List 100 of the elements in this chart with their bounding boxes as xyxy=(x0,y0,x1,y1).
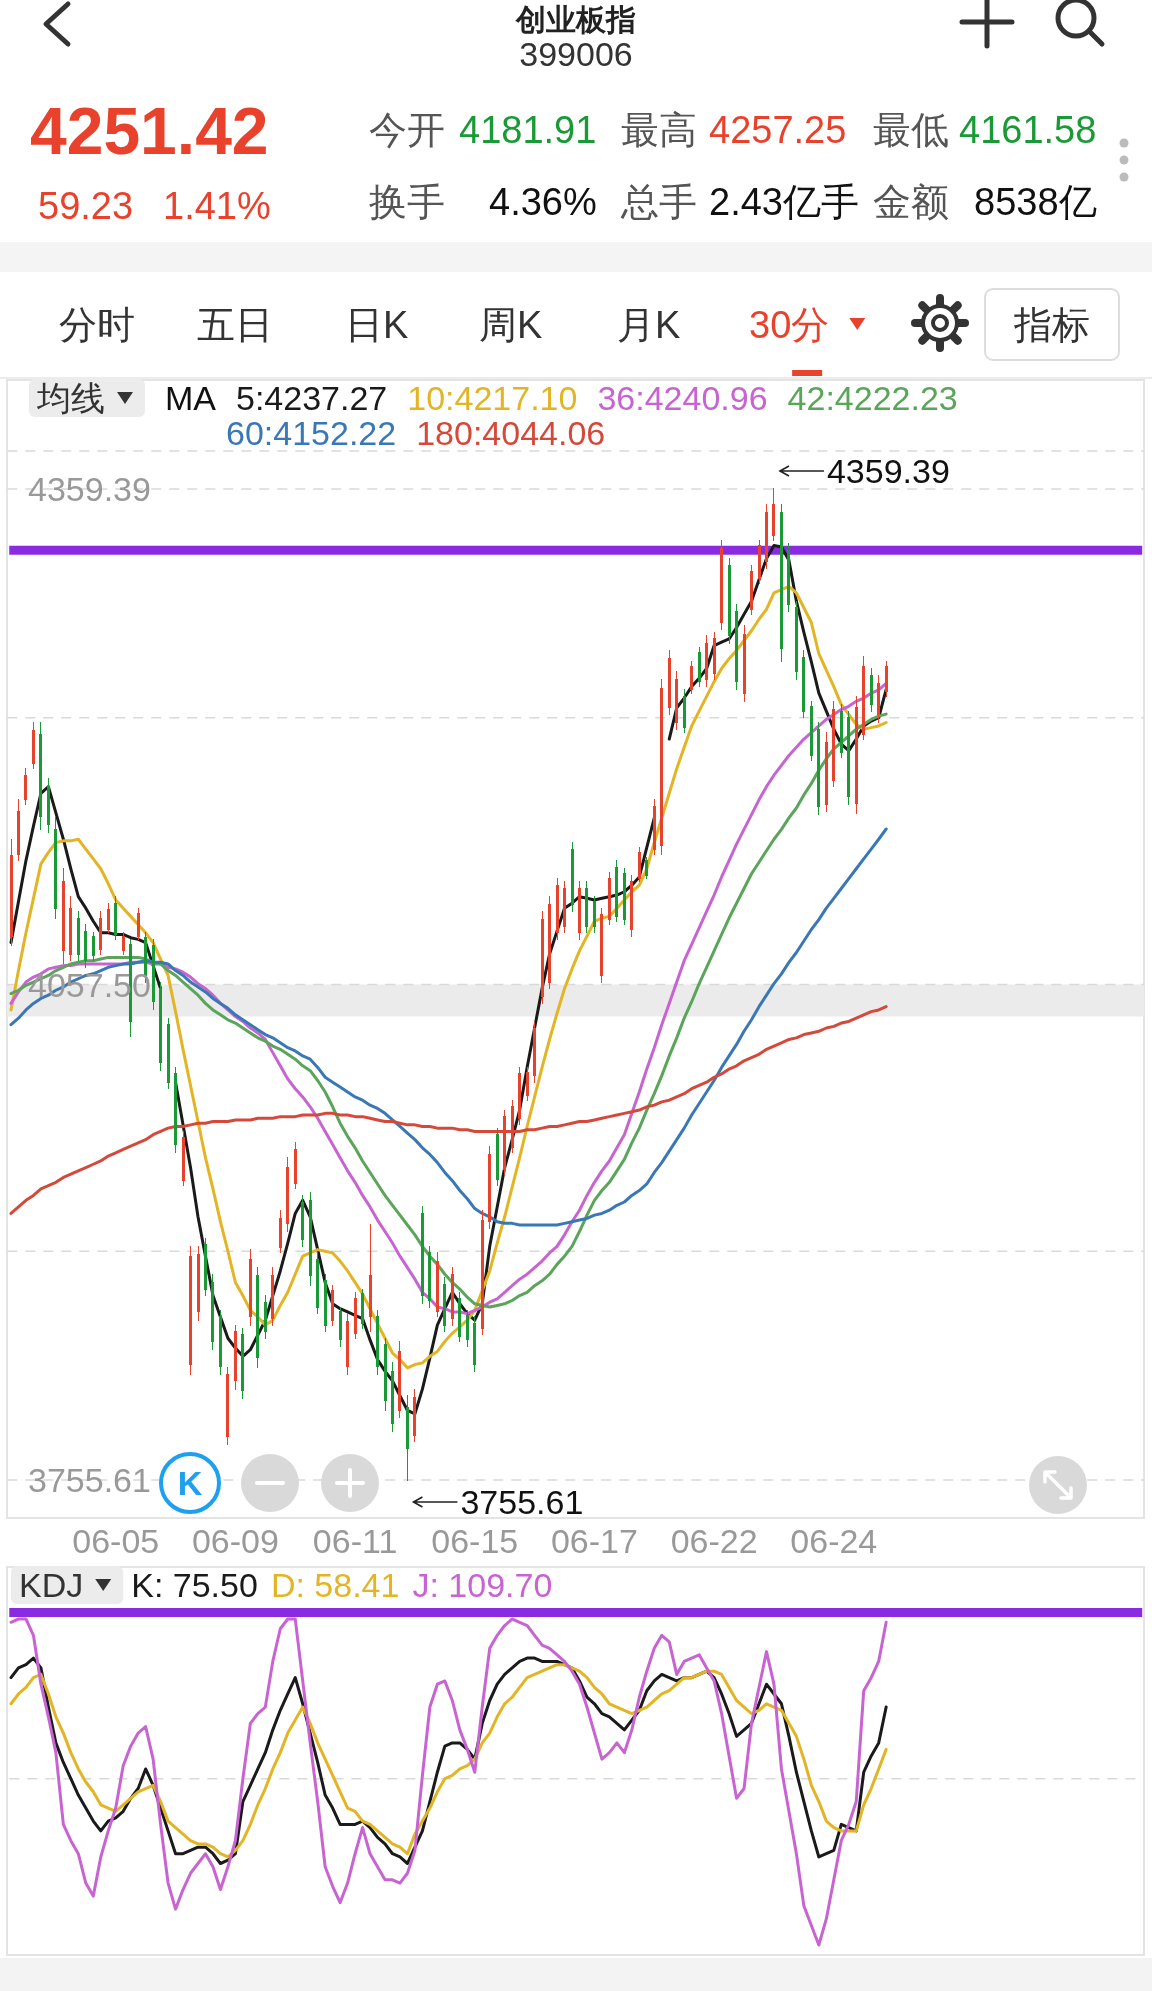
candlestick xyxy=(750,564,753,615)
candlestick xyxy=(234,1324,237,1390)
candlestick xyxy=(705,635,708,688)
text: 399006 xyxy=(519,35,633,73)
candlestick xyxy=(855,695,858,815)
text: 42:4222.23 xyxy=(787,379,958,417)
candlestick xyxy=(428,1245,431,1308)
text: 指标 xyxy=(1013,304,1090,346)
candlestick xyxy=(743,625,746,702)
candlestick xyxy=(496,1127,499,1187)
candlestick xyxy=(331,1285,334,1326)
text: 月K xyxy=(617,304,681,346)
legend-title: 均线 xyxy=(36,379,105,417)
candlestick xyxy=(563,881,566,934)
candlestick xyxy=(316,1252,319,1315)
x-tick-label: 06-22 xyxy=(670,1522,758,1560)
annotation: 4359.39 xyxy=(826,451,950,490)
text: 今开 xyxy=(369,109,445,151)
candlestick xyxy=(99,910,102,955)
line-series xyxy=(9,1005,888,1215)
candlestick xyxy=(197,1245,200,1321)
text: 1.41% xyxy=(163,185,271,227)
candlestick xyxy=(556,878,559,940)
candlestick xyxy=(32,722,35,770)
candlestick xyxy=(54,817,57,919)
candlestick xyxy=(159,981,162,1072)
line-series xyxy=(9,827,888,1227)
candlestick xyxy=(735,603,738,691)
candlestick xyxy=(877,674,880,724)
candlestick xyxy=(615,860,618,922)
candlestick xyxy=(324,1273,327,1333)
text: 30分 xyxy=(749,304,830,346)
text: 金额 xyxy=(873,181,949,223)
candlestick xyxy=(503,1109,506,1175)
candlestick xyxy=(533,1020,536,1083)
text: 10:4217.10 xyxy=(407,379,578,417)
candlestick xyxy=(17,799,20,862)
x-tick-label: 06-05 xyxy=(72,1522,160,1560)
x-tick-label: 06-15 xyxy=(431,1522,519,1560)
text: 4257.25 xyxy=(709,109,847,151)
text: 180:4044.06 xyxy=(416,414,606,452)
text: 4181.91 xyxy=(459,109,597,151)
candlestick xyxy=(354,1291,357,1339)
candlestick xyxy=(204,1237,207,1297)
candlestick xyxy=(309,1191,312,1287)
x-tick-label: 06-11 xyxy=(312,1522,398,1560)
candlestick xyxy=(713,631,716,681)
text: 周K xyxy=(479,304,543,346)
candlestick xyxy=(107,902,110,934)
candlestick xyxy=(264,1295,267,1339)
candlestick xyxy=(825,732,828,812)
candlestick xyxy=(511,1099,514,1154)
candlestick xyxy=(167,1017,170,1090)
candlestick xyxy=(526,1066,529,1101)
text: 分时 xyxy=(59,304,135,346)
candlestick xyxy=(690,661,693,694)
candlestick xyxy=(623,868,626,926)
text: 4161.58 xyxy=(959,109,1097,151)
text: 60:4152.22 xyxy=(226,414,397,452)
candlestick xyxy=(772,488,775,541)
candlestick xyxy=(84,924,87,968)
x-tick-label: 06-24 xyxy=(790,1522,878,1560)
candlestick xyxy=(840,704,843,758)
candlestick xyxy=(862,656,865,740)
annotation: 3755.61 xyxy=(460,1483,584,1522)
candlestick xyxy=(466,1309,469,1347)
candlestick xyxy=(683,689,686,734)
candlestick xyxy=(473,1316,476,1372)
candlestick xyxy=(77,910,80,962)
candlestick xyxy=(114,896,117,940)
text: 换手 xyxy=(369,181,445,223)
text: 5:4237.27 xyxy=(236,379,388,417)
text: D: 58.41 xyxy=(270,1566,400,1604)
candlestick xyxy=(720,539,723,630)
candlestick xyxy=(346,1313,349,1375)
candlestick xyxy=(728,558,731,645)
candlestick xyxy=(384,1337,387,1411)
legend-title: KDJ xyxy=(19,1566,84,1604)
text: K: 75.50 xyxy=(131,1566,258,1604)
candlestick xyxy=(301,1194,304,1247)
text: 最低 xyxy=(873,109,949,151)
candlestick xyxy=(256,1267,259,1369)
candlestick xyxy=(758,539,761,584)
candlestick xyxy=(39,722,42,830)
candlestick xyxy=(795,600,798,681)
candlestick xyxy=(361,1288,364,1329)
candlestick xyxy=(219,1309,222,1375)
candlestick xyxy=(137,907,140,940)
x-tick-label: 06-09 xyxy=(191,1522,279,1560)
text: MA xyxy=(165,379,217,417)
candlestick xyxy=(376,1309,379,1375)
text: 2.43亿手 xyxy=(709,181,859,223)
text: 创业板指 xyxy=(515,3,636,36)
candlestick xyxy=(92,932,95,962)
candlestick xyxy=(600,907,603,983)
candlestick xyxy=(787,543,790,612)
candlestick xyxy=(585,881,588,934)
candlestick xyxy=(294,1142,297,1190)
candlestick xyxy=(653,799,656,855)
candlestick xyxy=(339,1306,342,1347)
